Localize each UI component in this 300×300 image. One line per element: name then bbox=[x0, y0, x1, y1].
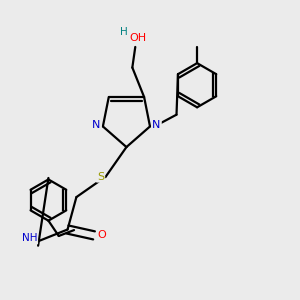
Text: OH: OH bbox=[130, 33, 147, 43]
Text: N: N bbox=[152, 120, 161, 130]
Text: S: S bbox=[97, 172, 104, 182]
Text: N: N bbox=[92, 120, 100, 130]
Text: O: O bbox=[97, 230, 106, 240]
Text: H: H bbox=[120, 27, 128, 37]
Text: NH: NH bbox=[22, 233, 37, 243]
